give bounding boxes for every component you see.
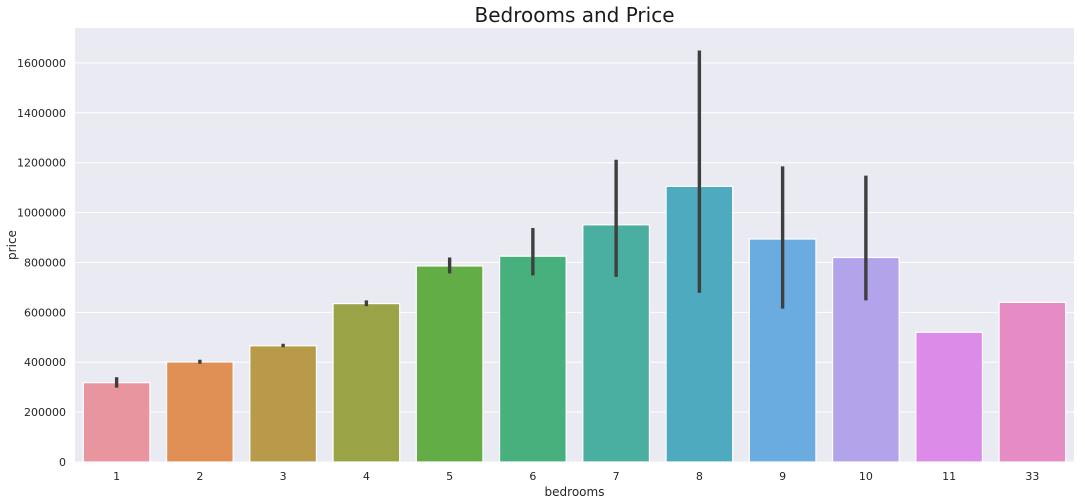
bar-3 [249, 345, 318, 463]
y-tick-label: 1000000 [17, 207, 66, 220]
x-tick-label: 7 [613, 470, 620, 483]
y-tick-label: 1200000 [17, 157, 66, 170]
y-tick-label: 1600000 [17, 57, 66, 70]
y-tick-label: 1400000 [17, 107, 66, 120]
x-tick-label: 4 [363, 470, 370, 483]
bar-2 [165, 361, 234, 463]
y-tick-labels: 0 200000 400000 600000 800000 1000000 1200000 1… [17, 57, 66, 469]
y-tick-label: 400000 [24, 356, 66, 369]
x-tick-label: 5 [446, 470, 453, 483]
y-tick-label: 600000 [24, 306, 66, 319]
y-tick-label: 200000 [24, 406, 66, 419]
x-tick-label: 6 [529, 470, 536, 483]
x-tick-label: 11 [942, 470, 956, 483]
x-tick-label: 2 [196, 470, 203, 483]
x-tick-label: 1 [113, 470, 120, 483]
bar-6 [498, 255, 567, 463]
error-bars [114, 50, 868, 388]
x-tick-label: 33 [1025, 470, 1039, 483]
x-tick-label: 10 [859, 470, 873, 483]
bar-33 [998, 301, 1067, 463]
x-tick-label: 8 [696, 470, 703, 483]
y-tick-label: 800000 [24, 256, 66, 269]
x-tick-labels: 1 2 3 4 5 6 7 8 9 10 11 33 [113, 470, 1039, 483]
plot-background [75, 28, 1074, 462]
x-tick-label: 9 [779, 470, 786, 483]
gridlines [75, 62, 1074, 463]
bar-5 [415, 265, 484, 463]
bar-4 [332, 303, 401, 463]
y-tick-label: 0 [59, 456, 66, 469]
chart-title: Bedrooms and Price [474, 3, 674, 27]
bar-11 [915, 331, 984, 463]
bars [82, 185, 1067, 463]
y-axis-label: price [5, 230, 19, 260]
bar-1 [82, 382, 151, 463]
x-tick-label: 3 [280, 470, 287, 483]
x-axis-label: bedrooms [545, 485, 605, 499]
